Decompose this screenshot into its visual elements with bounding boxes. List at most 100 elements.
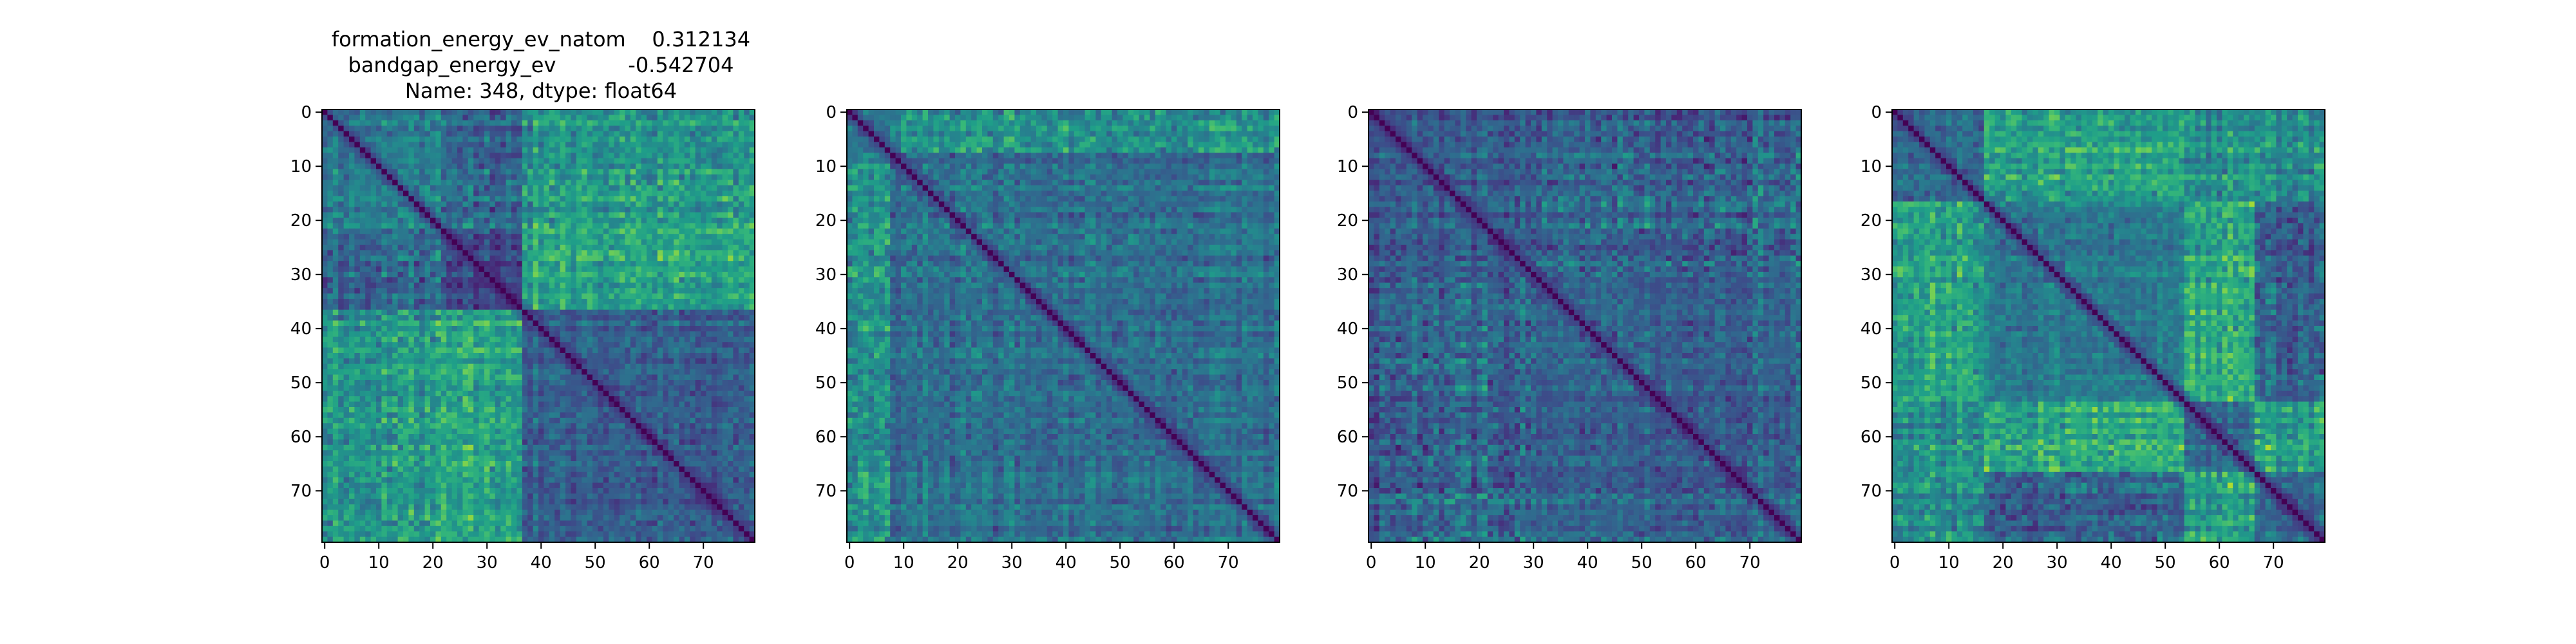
heatmap-cell [511, 304, 517, 310]
heatmap-cell [338, 137, 345, 142]
heatmap-cell [516, 255, 523, 261]
heatmap-cell [603, 331, 609, 337]
heatmap-cell [489, 385, 496, 392]
heatmap-cell [322, 131, 328, 137]
heatmap-cell [451, 245, 458, 251]
heatmap-cell [446, 336, 453, 343]
heatmap-cell [592, 428, 598, 435]
heatmap-cell [571, 228, 577, 234]
heatmap-cell [370, 137, 377, 142]
heatmap-cell [403, 115, 409, 121]
heatmap-cell [652, 153, 658, 159]
heatmap-cell [603, 261, 609, 267]
heatmap-cell [403, 417, 409, 424]
heatmap-cell [538, 126, 544, 132]
heatmap-cell [392, 255, 399, 261]
heatmap-cell [495, 390, 501, 397]
heatmap-cell [722, 277, 728, 283]
heatmap-cell [392, 342, 399, 348]
heatmap-cell [647, 147, 652, 153]
heatmap-cell [684, 261, 690, 267]
heatmap-cell [744, 272, 750, 278]
heatmap-cell [630, 423, 636, 430]
heatmap-cell [565, 309, 571, 316]
heatmap-cell [706, 185, 712, 191]
heatmap-cell [636, 201, 642, 207]
heatmap-cell [609, 315, 615, 321]
heatmap-cell [701, 255, 706, 261]
heatmap-cell [354, 115, 361, 121]
heatmap-cell [446, 385, 453, 392]
heatmap-cell [549, 428, 555, 435]
heatmap-cell [506, 126, 512, 132]
heatmap-cell [652, 131, 658, 137]
heatmap-cell [462, 261, 469, 267]
heatmap-cell [728, 390, 734, 397]
heatmap-cell [690, 218, 696, 223]
heatmap-cell [424, 444, 431, 451]
heatmap-cell [598, 417, 604, 424]
heatmap-cell [489, 423, 496, 430]
heatmap-cell [598, 326, 604, 332]
heatmap-cell [484, 255, 490, 261]
heatmap-cell [478, 218, 485, 223]
heatmap-cell [630, 309, 636, 316]
heatmap-cell [511, 234, 517, 240]
heatmap-cell [538, 153, 544, 159]
heatmap-cell [684, 309, 690, 316]
heatmap-cell [489, 158, 496, 164]
heatmap-cell [376, 309, 382, 316]
heatmap-cell [365, 191, 372, 196]
heatmap-cell [511, 385, 517, 392]
heatmap-cell [695, 191, 701, 196]
heatmap-cell [663, 288, 669, 294]
heatmap-cell [620, 288, 625, 294]
heatmap-cell [495, 234, 501, 240]
heatmap-cell [424, 174, 431, 180]
heatmap-cell [749, 390, 755, 397]
heatmap-cell [598, 266, 604, 272]
heatmap-cell [327, 266, 334, 272]
heatmap-cell [500, 277, 507, 283]
heatmap-cell [386, 196, 393, 202]
heatmap-cell [365, 417, 372, 424]
heatmap-cell [674, 180, 679, 186]
heatmap-cell [527, 439, 534, 446]
heatmap-cell [598, 439, 604, 446]
heatmap-cell [598, 180, 604, 186]
heatmap-cell [560, 191, 566, 196]
heatmap-cell [706, 212, 712, 218]
heatmap-cell [435, 407, 442, 413]
heatmap-cell [430, 261, 436, 267]
heatmap-cell [625, 201, 631, 207]
heatmap-cell [744, 169, 750, 175]
heatmap-cell [749, 434, 755, 440]
heatmap-cell [500, 223, 507, 229]
heatmap-cell [332, 326, 339, 332]
heatmap-cell [609, 304, 615, 310]
heatmap-cell [489, 401, 496, 408]
heatmap-cell [495, 428, 501, 435]
heatmap-cell [690, 180, 696, 186]
heatmap-cell [587, 185, 593, 191]
heatmap-cell [684, 245, 690, 251]
heatmap-cell [376, 126, 382, 132]
heatmap-cell [349, 428, 355, 435]
heatmap-cell [641, 174, 647, 180]
heatmap-cell [462, 142, 469, 148]
heatmap-cell [462, 169, 469, 175]
heatmap-cell [322, 272, 328, 278]
heatmap-cell [365, 131, 372, 137]
heatmap-cell [408, 299, 415, 305]
heatmap-cell [668, 277, 674, 283]
heatmap-cell [419, 412, 426, 419]
heatmap-cell [636, 304, 642, 310]
heatmap-cell [386, 401, 393, 408]
heatmap-cell [728, 396, 734, 402]
heatmap-cell [679, 417, 685, 424]
heatmap-cell [636, 396, 642, 402]
heatmap-cell [668, 417, 674, 424]
heatmap-cell [603, 288, 609, 294]
heatmap-cell [522, 358, 528, 365]
